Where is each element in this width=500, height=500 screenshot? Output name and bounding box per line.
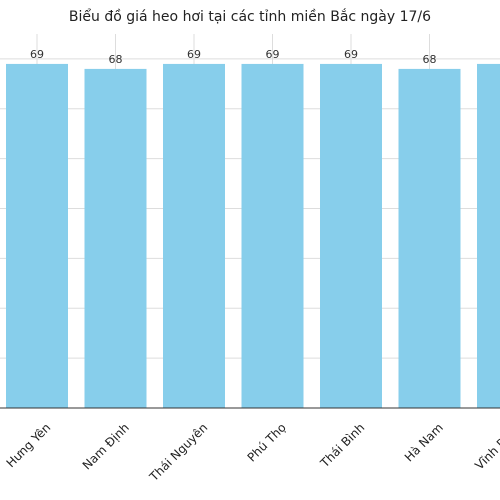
bars [6, 63, 500, 409]
bar [320, 63, 382, 409]
x-tick-label: Vĩnh Phúc [472, 420, 500, 472]
bar [163, 63, 225, 409]
bar-value-label: 68 [109, 53, 123, 66]
bar-value-label: 69 [30, 48, 44, 61]
x-tick-label: Thái Nguyên [146, 420, 210, 484]
x-tick-label: Phú Thọ [245, 420, 289, 464]
bar [398, 68, 461, 408]
bar-value-label: 69 [266, 48, 280, 61]
bar-value-label: 69 [344, 48, 358, 61]
data-labels: 69686969696869 [30, 48, 437, 66]
x-tick-label: Hưng Yên [4, 420, 54, 470]
x-tick-label: Thái Bình [317, 420, 367, 470]
bar-value-label: 68 [423, 53, 437, 66]
x-tick-labels: Hưng Yên Nam Định Thái Nguyên Phú Thọ Thái B… [4, 420, 500, 484]
chart-title: Biểu đồ giá heo hơi tại các tỉnh miền Bắ… [68, 9, 432, 25]
bar [6, 63, 68, 409]
x-tick-label: Hà Nam [402, 420, 446, 464]
bar-value-label: 69 [187, 48, 201, 61]
bar [241, 63, 304, 409]
bar [477, 63, 500, 409]
x-tick-label: Nam Định [80, 420, 132, 472]
bar [84, 68, 147, 408]
